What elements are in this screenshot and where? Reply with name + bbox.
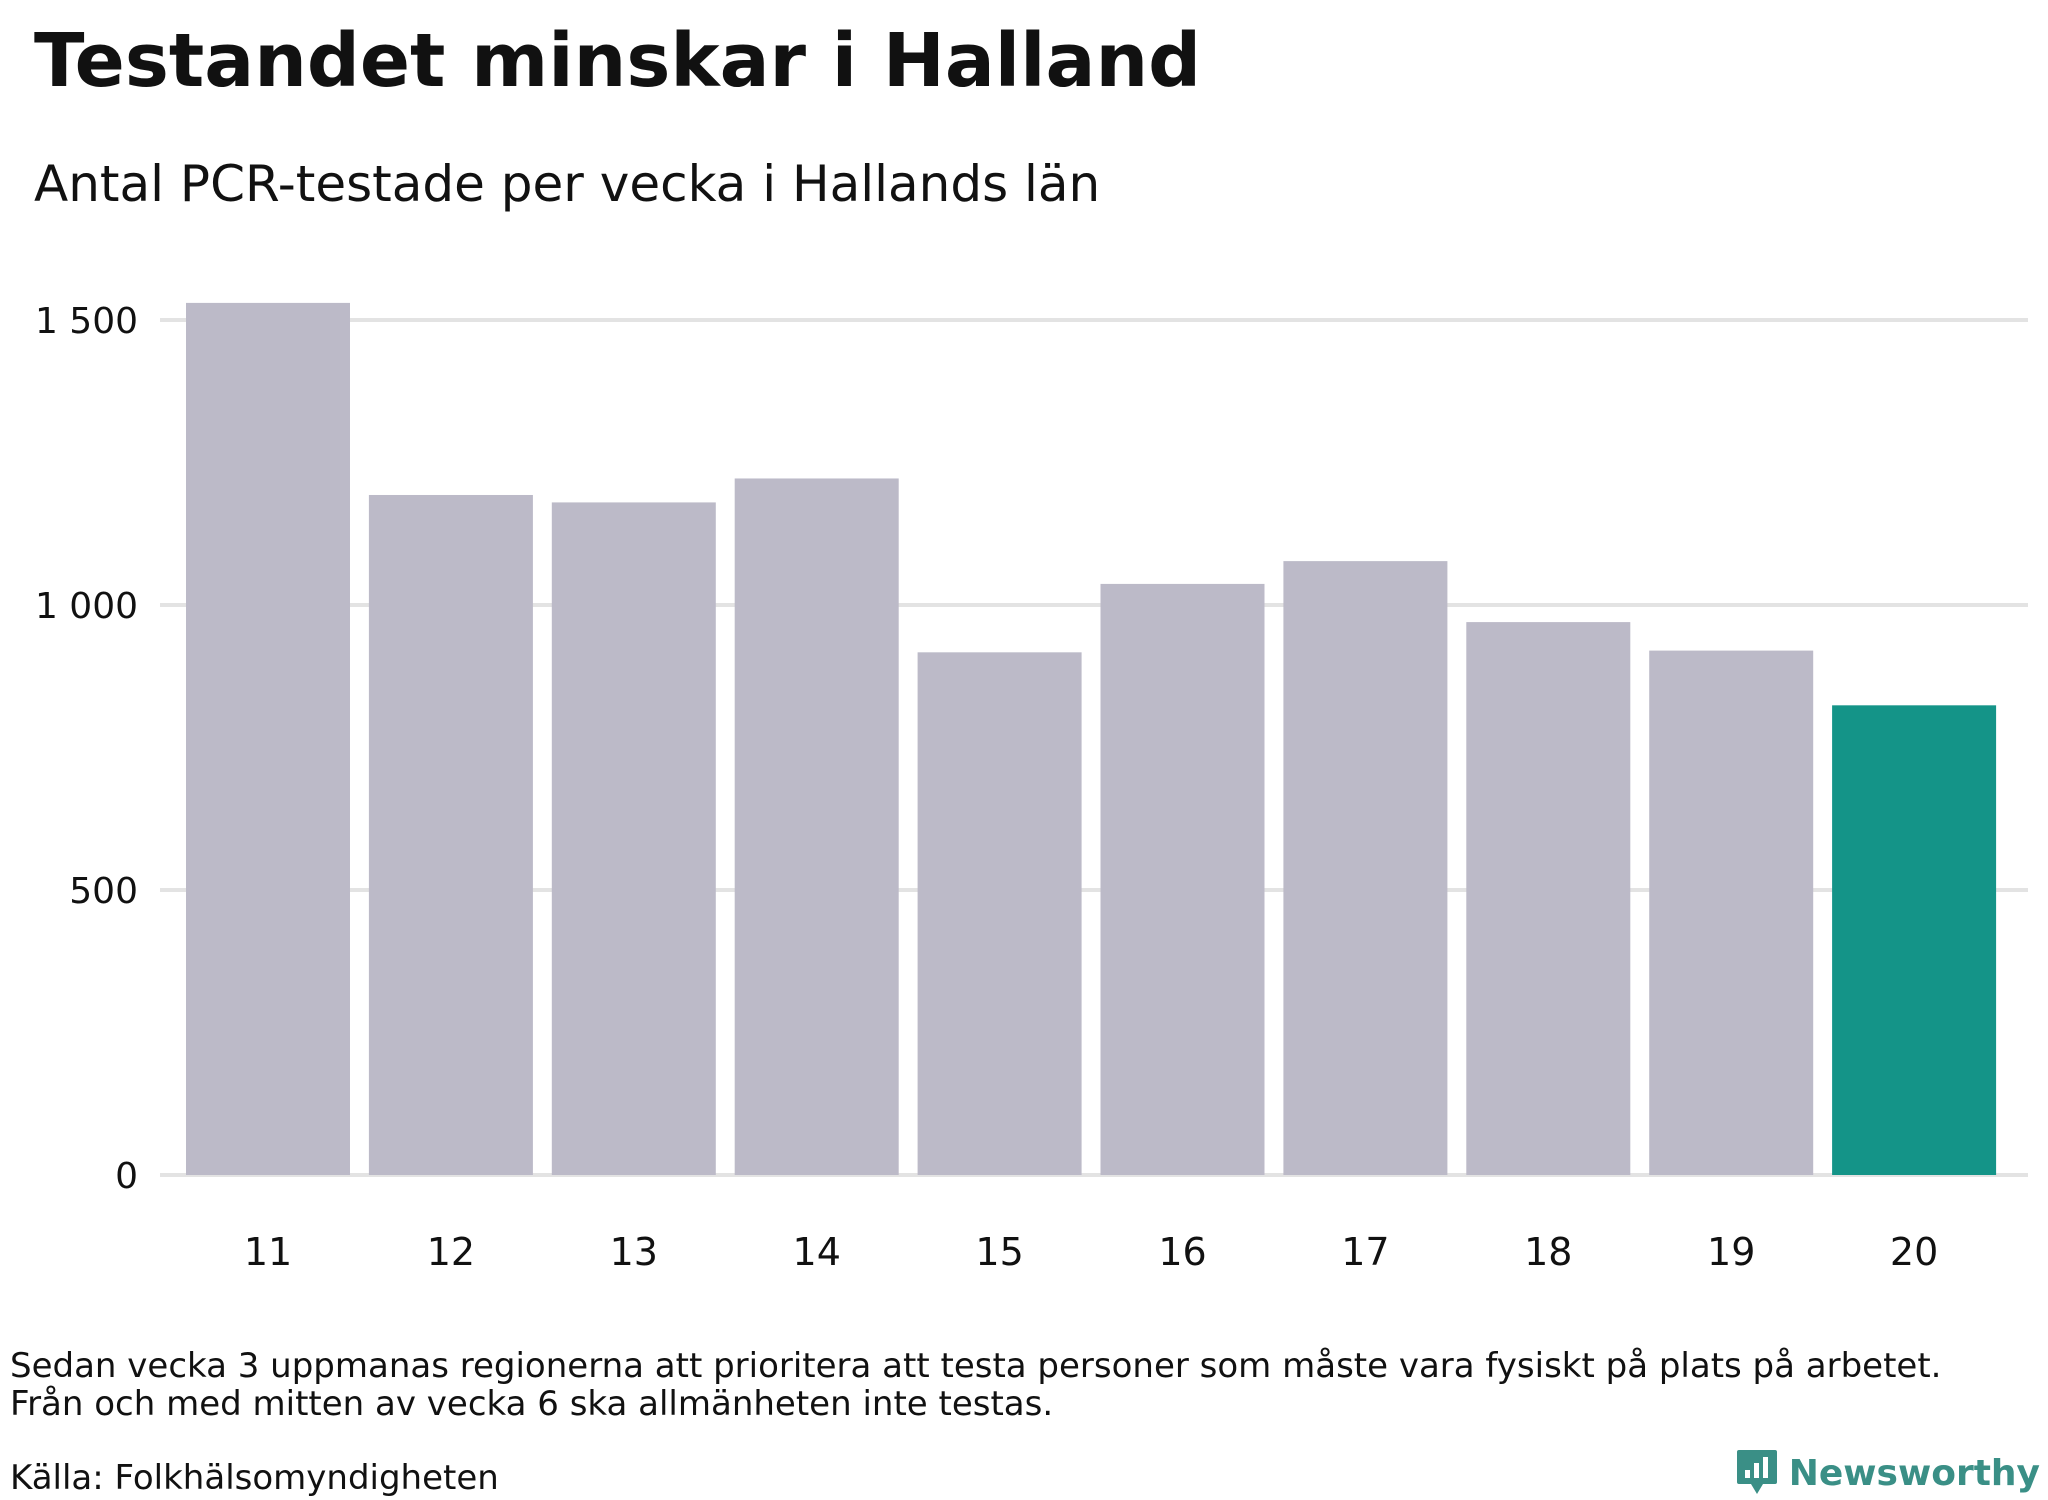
bar-week-14 bbox=[734, 478, 899, 1176]
y-tick-label: 1 500 bbox=[35, 301, 138, 342]
y-tick-label: 1 000 bbox=[35, 586, 138, 627]
brand-logo[interactable]: Newsworthy bbox=[1735, 1448, 2040, 1498]
x-tick-label: 18 bbox=[1524, 1230, 1572, 1274]
brand-name: Newsworthy bbox=[1788, 1452, 2040, 1494]
bar-week-16 bbox=[1100, 583, 1265, 1175]
y-tick-label: 500 bbox=[69, 871, 138, 912]
newsworthy-logo-icon bbox=[1736, 1450, 1777, 1494]
x-tick-label: 19 bbox=[1707, 1230, 1755, 1274]
x-axis: 11 12 13 14 15 16 17 18 19 20 bbox=[244, 1230, 1938, 1274]
chart-title: Testandet minskar i Halland bbox=[34, 18, 1202, 104]
x-tick-label: 17 bbox=[1341, 1230, 1389, 1274]
x-tick-label: 13 bbox=[610, 1230, 658, 1274]
bar-week-18 bbox=[1466, 622, 1631, 1175]
y-tick-label: 0 bbox=[115, 1156, 138, 1197]
source-label: Källa: Folkhälsomyndigheten bbox=[10, 1458, 499, 1498]
x-tick-label: 12 bbox=[427, 1230, 475, 1274]
bar-week-11 bbox=[186, 302, 350, 1175]
bar-week-17 bbox=[1283, 561, 1448, 1175]
x-tick-label: 15 bbox=[975, 1230, 1023, 1274]
bar-week-19 bbox=[1649, 650, 1814, 1175]
x-tick-label: 11 bbox=[244, 1230, 292, 1274]
bars-layer bbox=[186, 302, 1997, 1176]
x-tick-label: 20 bbox=[1890, 1230, 1938, 1274]
bar-chart: 0 500 1 000 1 500 11 12 13 14 15 16 17 18 19 20 bbox=[35, 301, 2028, 1274]
x-tick-label: 14 bbox=[793, 1230, 841, 1274]
bar-week-20 bbox=[1832, 705, 1997, 1175]
chart-subtitle: Antal PCR-testade per vecka i Hallands l… bbox=[34, 155, 1101, 213]
bar-week-13 bbox=[551, 502, 716, 1175]
footnote-line-1: Sedan vecka 3 uppmanas regionerna att pr… bbox=[10, 1346, 1942, 1386]
x-tick-label: 16 bbox=[1158, 1230, 1206, 1274]
bar-week-12 bbox=[368, 494, 533, 1175]
y-axis: 0 500 1 000 1 500 bbox=[35, 301, 138, 1197]
footnote-line-2: Från och med mitten av vecka 6 ska allmä… bbox=[10, 1384, 1054, 1424]
bar-week-15 bbox=[917, 652, 1082, 1175]
